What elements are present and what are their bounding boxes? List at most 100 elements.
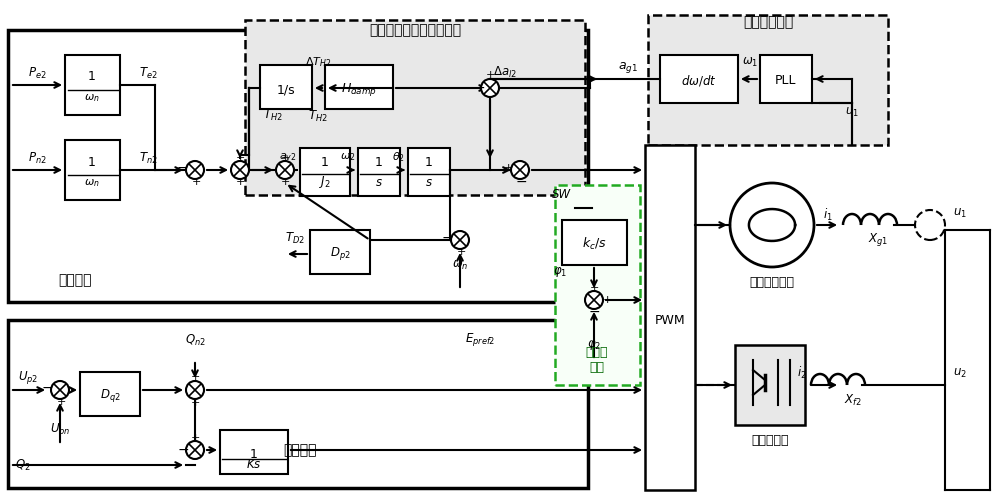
Text: +: + bbox=[235, 153, 245, 163]
Text: $T_{H2}$: $T_{H2}$ bbox=[263, 108, 283, 123]
Text: 1/s: 1/s bbox=[277, 83, 295, 97]
Text: +: + bbox=[190, 433, 200, 443]
Text: 储能变换器: 储能变换器 bbox=[751, 434, 789, 446]
Text: $\omega_1$: $\omega_1$ bbox=[742, 56, 758, 68]
Text: PLL: PLL bbox=[775, 74, 797, 87]
Bar bbox=[555, 185, 640, 385]
Text: 1: 1 bbox=[88, 156, 96, 169]
Text: SW: SW bbox=[552, 188, 572, 201]
Circle shape bbox=[51, 381, 69, 399]
Bar bbox=[245, 20, 585, 195]
Text: −: − bbox=[176, 161, 188, 175]
Text: −: − bbox=[41, 381, 53, 395]
Text: +: + bbox=[280, 153, 290, 163]
Circle shape bbox=[585, 291, 603, 309]
Text: $k_c/s$: $k_c/s$ bbox=[582, 236, 606, 252]
Text: PWM: PWM bbox=[655, 313, 685, 326]
Bar bbox=[735, 345, 805, 425]
Text: $U_{p2}$: $U_{p2}$ bbox=[18, 370, 38, 386]
Text: $\varphi_2$: $\varphi_2$ bbox=[587, 338, 601, 352]
Text: 1: 1 bbox=[425, 157, 433, 170]
Text: −: − bbox=[441, 231, 453, 245]
Bar bbox=[408, 148, 450, 196]
Text: +: + bbox=[56, 397, 66, 407]
Text: 自适应虚拟动态同步控制: 自适应虚拟动态同步控制 bbox=[369, 23, 461, 37]
Circle shape bbox=[186, 441, 204, 459]
Text: $\Delta a_{l2}$: $\Delta a_{l2}$ bbox=[493, 64, 517, 79]
Circle shape bbox=[481, 79, 499, 97]
Text: $u_1$: $u_1$ bbox=[845, 106, 859, 119]
Text: 柴油发电机组: 柴油发电机组 bbox=[750, 275, 794, 289]
Text: 角加速度检测: 角加速度检测 bbox=[743, 15, 793, 29]
Text: 有功控制: 有功控制 bbox=[58, 273, 92, 287]
Text: $D_{q2}$: $D_{q2}$ bbox=[100, 387, 120, 405]
Text: $\varphi_1$: $\varphi_1$ bbox=[553, 265, 567, 279]
Text: −: − bbox=[473, 81, 485, 95]
Text: +: + bbox=[456, 247, 466, 257]
Text: −: − bbox=[588, 305, 600, 319]
Text: $T_{e2}$: $T_{e2}$ bbox=[139, 65, 157, 80]
Text: +: + bbox=[190, 372, 200, 382]
Text: 1: 1 bbox=[375, 157, 383, 170]
Text: $T_{D2}$: $T_{D2}$ bbox=[285, 231, 305, 246]
Bar bbox=[325, 65, 393, 109]
Bar bbox=[562, 220, 627, 265]
Text: $J_2$: $J_2$ bbox=[319, 174, 331, 190]
Bar bbox=[300, 148, 350, 196]
Bar bbox=[660, 55, 738, 103]
Text: $i_2$: $i_2$ bbox=[797, 365, 807, 381]
Text: $U_{pn}$: $U_{pn}$ bbox=[50, 422, 70, 438]
Text: $Q_{n2}$: $Q_{n2}$ bbox=[185, 332, 205, 348]
Text: +: + bbox=[485, 70, 495, 80]
Bar bbox=[260, 65, 312, 109]
Text: 无功控制: 无功控制 bbox=[283, 443, 317, 457]
Text: $P_{e2}$: $P_{e2}$ bbox=[28, 65, 46, 80]
Text: $u_2$: $u_2$ bbox=[953, 367, 967, 379]
Text: +: + bbox=[503, 163, 513, 173]
Text: +: + bbox=[191, 177, 201, 187]
Bar bbox=[65, 55, 120, 115]
Text: s: s bbox=[376, 176, 382, 188]
Circle shape bbox=[186, 381, 204, 399]
Text: $T_{H2}$: $T_{H2}$ bbox=[308, 109, 328, 124]
Bar bbox=[80, 372, 140, 416]
Text: $Q_2$: $Q_2$ bbox=[15, 457, 31, 473]
Text: $\omega_n$: $\omega_n$ bbox=[84, 177, 100, 189]
Text: $\omega_n$: $\omega_n$ bbox=[452, 258, 468, 271]
Text: $u_1$: $u_1$ bbox=[953, 206, 967, 220]
Text: $P_{n2}$: $P_{n2}$ bbox=[28, 150, 46, 166]
Text: +: + bbox=[235, 177, 245, 187]
Text: −: − bbox=[177, 443, 189, 457]
Bar bbox=[220, 430, 288, 474]
Bar bbox=[65, 140, 120, 200]
Bar bbox=[8, 30, 588, 302]
Text: 预同步
控制: 预同步 控制 bbox=[586, 346, 608, 374]
Text: $a_{g1}$: $a_{g1}$ bbox=[618, 61, 638, 75]
Text: $d\omega/dt$: $d\omega/dt$ bbox=[681, 73, 717, 88]
Text: $H_{damp}$: $H_{damp}$ bbox=[341, 81, 377, 99]
Bar bbox=[358, 148, 400, 196]
Text: s: s bbox=[426, 176, 432, 188]
Text: $Ks$: $Ks$ bbox=[246, 458, 262, 472]
Bar bbox=[648, 15, 888, 145]
Text: $i_1$: $i_1$ bbox=[823, 207, 833, 223]
Text: −: − bbox=[515, 175, 527, 189]
Circle shape bbox=[231, 161, 249, 179]
Text: +: + bbox=[280, 177, 290, 187]
Text: $D_{p2}$: $D_{p2}$ bbox=[330, 246, 350, 262]
Text: $X_{f2}$: $X_{f2}$ bbox=[844, 392, 862, 408]
Text: $\theta_2$: $\theta_2$ bbox=[392, 150, 405, 164]
Text: $T_{n2}$: $T_{n2}$ bbox=[139, 150, 157, 166]
Text: $\omega_2$: $\omega_2$ bbox=[340, 151, 355, 163]
Text: +: + bbox=[589, 283, 599, 293]
Circle shape bbox=[451, 231, 469, 249]
Text: $\omega_n$: $\omega_n$ bbox=[84, 92, 100, 104]
Text: $X_{g1}$: $X_{g1}$ bbox=[868, 232, 888, 248]
Text: $E_{pref2}$: $E_{pref2}$ bbox=[465, 331, 495, 349]
Text: $a_{v2}$: $a_{v2}$ bbox=[279, 151, 297, 163]
Text: 1: 1 bbox=[321, 157, 329, 170]
Bar bbox=[310, 230, 370, 274]
Circle shape bbox=[276, 161, 294, 179]
Text: +: + bbox=[602, 295, 612, 305]
Circle shape bbox=[511, 161, 529, 179]
